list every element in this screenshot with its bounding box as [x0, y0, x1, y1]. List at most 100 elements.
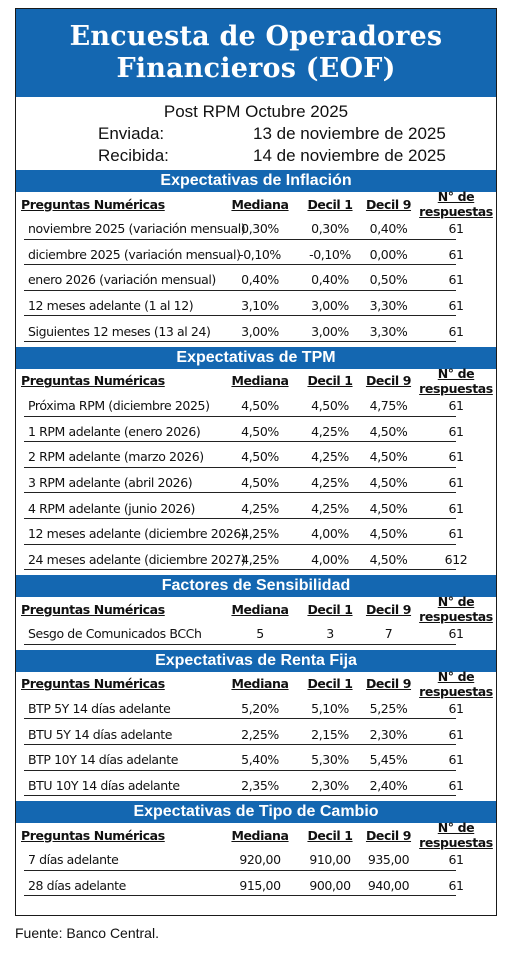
- cell-value: 0,50%: [369, 272, 408, 288]
- sent-value: 13 de noviembre de 2025: [253, 124, 446, 143]
- row-label: Siguientes 12 meses (13 al 24): [28, 323, 211, 339]
- section-title: Expectativas de Tipo de Cambio: [16, 801, 496, 824]
- sections-container: Expectativas de Inflación Preguntas Numér…: [16, 170, 496, 898]
- title-banner: Encuesta de Operadores Financieros (EOF): [16, 9, 496, 97]
- cell-value: 61: [448, 626, 464, 642]
- sent-row: Enviada: 13 de noviembre de 2025: [16, 123, 496, 145]
- column-header: Preguntas Numéricas: [21, 196, 165, 212]
- cell-value: 2,30%: [311, 777, 349, 793]
- cell-value: 0,30%: [311, 221, 349, 237]
- cell-value: 4,25%: [311, 423, 349, 439]
- cell-value: 4,25%: [241, 551, 279, 567]
- cell-value: 61: [448, 298, 464, 314]
- row-label: BTU 5Y 14 días adelante: [28, 726, 173, 742]
- cell-value: 61: [448, 752, 464, 768]
- row-label: 3 RPM adelante (abril 2026): [28, 475, 193, 491]
- column-header: Decil 9: [365, 676, 412, 692]
- row-label: BTP 10Y 14 días adelante: [28, 752, 179, 768]
- table-header-row: Preguntas Numéricas Mediana Decil 1 Decil 9…: [16, 668, 496, 699]
- cell-value: 2,15%: [311, 726, 349, 742]
- cell-value: 61: [448, 398, 464, 414]
- cell-value: 4,50%: [369, 423, 408, 439]
- column-header: Preguntas Numéricas: [21, 676, 165, 692]
- table-row: 7 días adelante 920,00 910,00 935,00 61: [16, 847, 496, 873]
- row-label: 7 días adelante: [28, 852, 119, 868]
- cell-value: 900,00: [309, 877, 351, 893]
- cell-value: 61: [448, 726, 464, 742]
- row-label: 1 RPM adelante (enero 2026): [28, 423, 201, 439]
- cell-value: 61: [448, 423, 464, 439]
- cell-value: 5,20%: [241, 701, 279, 717]
- cell-value: 5,40%: [241, 752, 279, 768]
- received-value: 14 de noviembre de 2025: [253, 146, 446, 165]
- column-header: Mediana: [231, 676, 289, 692]
- table-row: diciembre 2025 (variación mensual) -0,10%…: [16, 242, 496, 268]
- table-header-row: Preguntas Numéricas Mediana Decil 1 Decil 9…: [16, 189, 496, 219]
- column-header: Mediana: [231, 373, 289, 389]
- table-row: 1 RPM adelante (enero 2026) 4,50% 4,25% 4,5…: [16, 419, 496, 445]
- column-header: Preguntas Numéricas: [21, 373, 165, 389]
- row-label: Sesgo de Comunicados BCCh: [28, 626, 202, 642]
- cell-value: 3,30%: [369, 298, 408, 314]
- title-line-1: Encuesta de Operadores: [69, 21, 443, 52]
- row-label: BTP 5Y 14 días adelante: [28, 701, 171, 717]
- column-header: Decil 1: [307, 827, 353, 843]
- title-line-2: Financieros (EOF): [116, 53, 396, 84]
- section-title: Expectativas de Inflación: [16, 170, 496, 192]
- column-header: Decil 9: [365, 601, 412, 617]
- cell-value: 4,50%: [241, 475, 279, 491]
- column-header: N° de respuestas: [419, 189, 493, 219]
- column-header: Mediana: [231, 196, 289, 212]
- cell-value: -0,10%: [309, 246, 351, 262]
- row-label: noviembre 2025 (variación mensual): [28, 221, 246, 237]
- cell-value: 5,45%: [369, 752, 408, 768]
- section-title: Factores de Sensibilidad: [16, 575, 496, 598]
- cell-value: 61: [448, 852, 464, 868]
- cell-value: 4,50%: [241, 423, 279, 439]
- cell-value: 3,00%: [311, 298, 349, 314]
- cell-value: 61: [448, 323, 464, 339]
- cell-value: 5,30%: [311, 752, 349, 768]
- cell-value: 61: [448, 221, 464, 237]
- column-header: Decil 1: [307, 601, 353, 617]
- cell-value: 3,30%: [369, 323, 408, 339]
- cell-value: 935,00: [367, 852, 410, 868]
- row-label: enero 2026 (variación mensual): [28, 272, 216, 288]
- table-header-row: Preguntas Numéricas Mediana Decil 1 Decil 9…: [16, 594, 496, 625]
- column-header: Decil 1: [307, 676, 353, 692]
- row-label: 2 RPM adelante (marzo 2026): [28, 449, 204, 465]
- cell-value: 2,25%: [241, 726, 279, 742]
- cell-value: 4,50%: [241, 449, 279, 465]
- column-header: N° de respuestas: [419, 594, 493, 625]
- row-label: 24 meses adelante (diciembre 2027): [28, 551, 246, 567]
- received-row: Recibida: 14 de noviembre de 2025: [16, 145, 496, 167]
- cell-value: 3,00%: [311, 323, 349, 339]
- cell-value: 4,00%: [311, 551, 349, 567]
- table-row: noviembre 2025 (variación mensual) 0,30% 0…: [16, 216, 496, 242]
- cell-value: 0,40%: [369, 221, 408, 237]
- row-label: 12 meses adelante (1 al 12): [28, 298, 194, 314]
- cell-value: 61: [448, 877, 464, 893]
- cell-value: 3,00%: [241, 323, 279, 339]
- column-header: Decil 9: [365, 827, 412, 843]
- table-row: 12 meses adelante (1 al 12) 3,10% 3,00% 3,3…: [16, 293, 496, 319]
- cell-value: 3: [326, 626, 334, 642]
- column-header: N° de respuestas: [419, 668, 493, 699]
- cell-value: 4,50%: [369, 500, 408, 516]
- table-row: 3 RPM adelante (abril 2026) 4,50% 4,25% 4,5…: [16, 470, 496, 496]
- cell-value: 4,50%: [369, 449, 408, 465]
- table-row: BTU 5Y 14 días adelante 2,25% 2,15% 2,30% 61: [16, 721, 496, 747]
- table-row: BTP 5Y 14 días adelante 5,20% 5,10% 5,25% 61: [16, 696, 496, 722]
- column-header: N° de respuestas: [419, 820, 493, 851]
- cell-value: 4,50%: [369, 551, 408, 567]
- cell-value: 910,00: [309, 852, 351, 868]
- cell-value: 2,35%: [241, 777, 279, 793]
- cell-value: 940,00: [367, 877, 410, 893]
- table-row: BTU 10Y 14 días adelante 2,35% 2,30% 2,40% 6…: [16, 773, 496, 799]
- column-header: Decil 1: [307, 196, 353, 212]
- cell-value: 0,40%: [241, 272, 279, 288]
- section-title: Expectativas de TPM: [16, 346, 496, 369]
- table-row: 28 días adelante 915,00 900,00 940,00 61: [16, 873, 496, 899]
- table-row: 12 meses adelante (diciembre 2026) 4,25% 4…: [16, 521, 496, 547]
- row-label: BTU 10Y 14 días adelante: [28, 777, 180, 793]
